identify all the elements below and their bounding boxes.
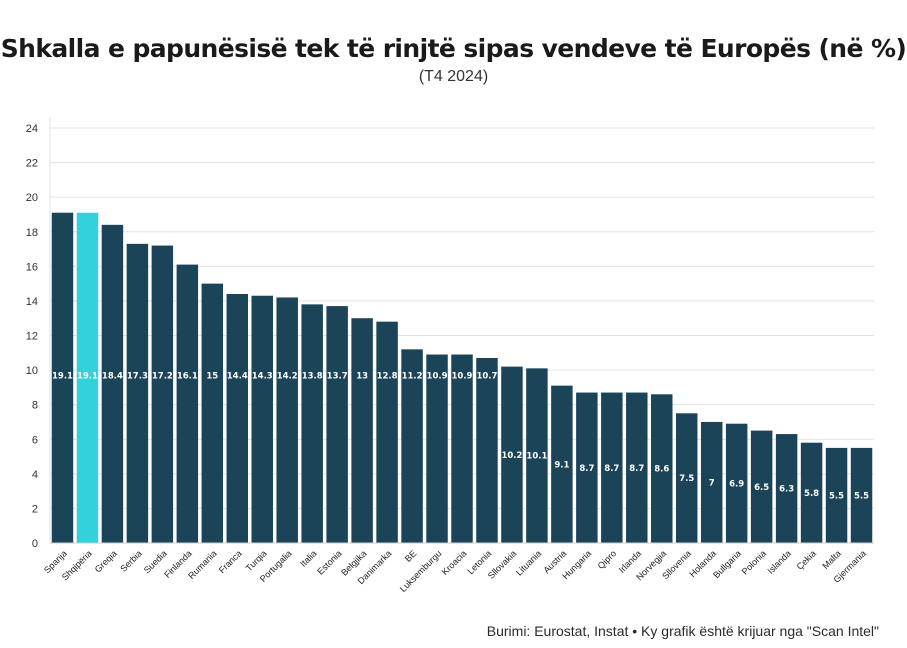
bar-value-label: 10.9 bbox=[452, 371, 473, 381]
x-tick-label: Bullgaria bbox=[711, 548, 743, 580]
bar-value-label: 18.4 bbox=[102, 371, 123, 381]
bar bbox=[700, 421, 723, 543]
bar bbox=[76, 212, 99, 543]
bar-value-label: 10.2 bbox=[501, 451, 522, 461]
y-tick-label: 0 bbox=[32, 538, 38, 550]
bar-value-label: 19.1 bbox=[52, 371, 73, 381]
bar bbox=[151, 245, 174, 544]
bar-value-label: 13 bbox=[356, 371, 368, 381]
bar-value-label: 10.9 bbox=[427, 371, 448, 381]
bar bbox=[276, 297, 298, 543]
bar bbox=[101, 224, 124, 544]
y-tick-label: 24 bbox=[26, 123, 38, 135]
bar-value-label: 14.3 bbox=[252, 371, 273, 381]
bar-value-label: 6.9 bbox=[729, 479, 744, 489]
y-tick-label: 12 bbox=[26, 331, 38, 343]
y-tick-label: 6 bbox=[32, 434, 38, 446]
y-tick-label: 20 bbox=[26, 192, 38, 204]
x-tick-label: Polonia bbox=[740, 548, 768, 576]
y-tick-label: 10 bbox=[26, 365, 38, 377]
bar-value-label: 5.5 bbox=[854, 491, 869, 501]
bar-value-label: 17.3 bbox=[127, 371, 148, 381]
bar-value-label: 8.7 bbox=[629, 464, 644, 474]
bar bbox=[176, 264, 199, 543]
bar bbox=[750, 430, 773, 543]
bar-value-label: 13.7 bbox=[327, 371, 348, 381]
x-tick-label: Serbia bbox=[118, 548, 143, 573]
bar bbox=[401, 349, 423, 543]
bar bbox=[251, 295, 273, 543]
bar bbox=[576, 392, 598, 543]
bar-value-label: 10.7 bbox=[476, 371, 497, 381]
x-tick-label: Kroacia bbox=[440, 548, 469, 577]
bar bbox=[501, 366, 523, 543]
bar-value-label: 6.3 bbox=[779, 485, 794, 495]
bar-value-label: 8.7 bbox=[579, 464, 594, 474]
x-tick-label: Malta bbox=[820, 548, 843, 571]
bar-value-label: 17.2 bbox=[152, 371, 173, 381]
chart-subtitle: (T4 2024) bbox=[418, 68, 489, 85]
bar-value-label: 9.1 bbox=[554, 460, 569, 470]
x-tick-label: Qipro bbox=[596, 548, 619, 571]
bar-value-label: 19.1 bbox=[77, 371, 98, 381]
x-tick-label: Çekia bbox=[795, 548, 818, 571]
bar-value-label: 7 bbox=[709, 478, 715, 488]
y-tick-label: 16 bbox=[26, 261, 38, 273]
y-tick-label: 18 bbox=[26, 227, 38, 239]
bar-value-label: 13.8 bbox=[302, 371, 323, 381]
x-tick-label: BE bbox=[403, 548, 419, 564]
bar-value-label: 14.2 bbox=[277, 371, 298, 381]
bar-value-label: 16.1 bbox=[177, 371, 198, 381]
chart-title: Shkalla e papunësisë tek të rinjtë sipas… bbox=[0, 34, 907, 63]
bar bbox=[825, 447, 848, 543]
bar bbox=[601, 392, 623, 543]
bar bbox=[775, 434, 798, 543]
bar-value-label: 12.8 bbox=[377, 371, 398, 381]
bar bbox=[326, 306, 348, 543]
bar-value-label: 6.5 bbox=[754, 483, 769, 493]
bar bbox=[51, 212, 74, 543]
x-tick-label: Islanda bbox=[765, 548, 793, 576]
bar-value-label: 14.4 bbox=[227, 371, 248, 381]
bar bbox=[800, 442, 823, 543]
x-tick-label: Franca bbox=[217, 548, 244, 575]
x-tick-label: Italia bbox=[298, 548, 319, 569]
bar bbox=[675, 413, 698, 543]
bar bbox=[126, 243, 149, 543]
bar-value-label: 10.1 bbox=[526, 452, 547, 462]
bar-value-label: 5.8 bbox=[804, 489, 819, 499]
bar bbox=[226, 294, 249, 543]
bar bbox=[301, 304, 323, 543]
y-tick-label: 22 bbox=[26, 158, 38, 170]
y-tick-label: 4 bbox=[32, 469, 38, 481]
bar bbox=[476, 357, 498, 543]
bar bbox=[626, 392, 648, 543]
x-tick-label: Greqia bbox=[93, 548, 119, 574]
bar-value-label: 8.6 bbox=[654, 465, 669, 475]
x-tick-label: Lituania bbox=[514, 548, 543, 577]
bar-value-label: 7.5 bbox=[679, 474, 694, 484]
bar bbox=[725, 423, 748, 543]
bar bbox=[351, 318, 373, 543]
y-tick-label: 2 bbox=[32, 503, 38, 515]
bar bbox=[526, 368, 548, 543]
bar bbox=[850, 447, 873, 543]
bar bbox=[551, 385, 573, 543]
bar bbox=[376, 321, 398, 543]
bar-value-label: 8.7 bbox=[604, 464, 619, 474]
source-note: Burimi: Eurostat, Instat • Ky grafik ësh… bbox=[486, 623, 879, 639]
x-tick-label: Estonia bbox=[315, 548, 343, 576]
y-tick-label: 14 bbox=[26, 296, 38, 308]
y-tick-label: 8 bbox=[32, 400, 38, 412]
bar-value-label: 5.5 bbox=[829, 491, 844, 501]
bar-value-label: 11.2 bbox=[402, 371, 423, 381]
bar bbox=[201, 283, 224, 543]
bar bbox=[451, 354, 473, 543]
bar-value-label: 15 bbox=[206, 371, 218, 381]
bar bbox=[651, 394, 673, 543]
bar bbox=[426, 354, 448, 543]
